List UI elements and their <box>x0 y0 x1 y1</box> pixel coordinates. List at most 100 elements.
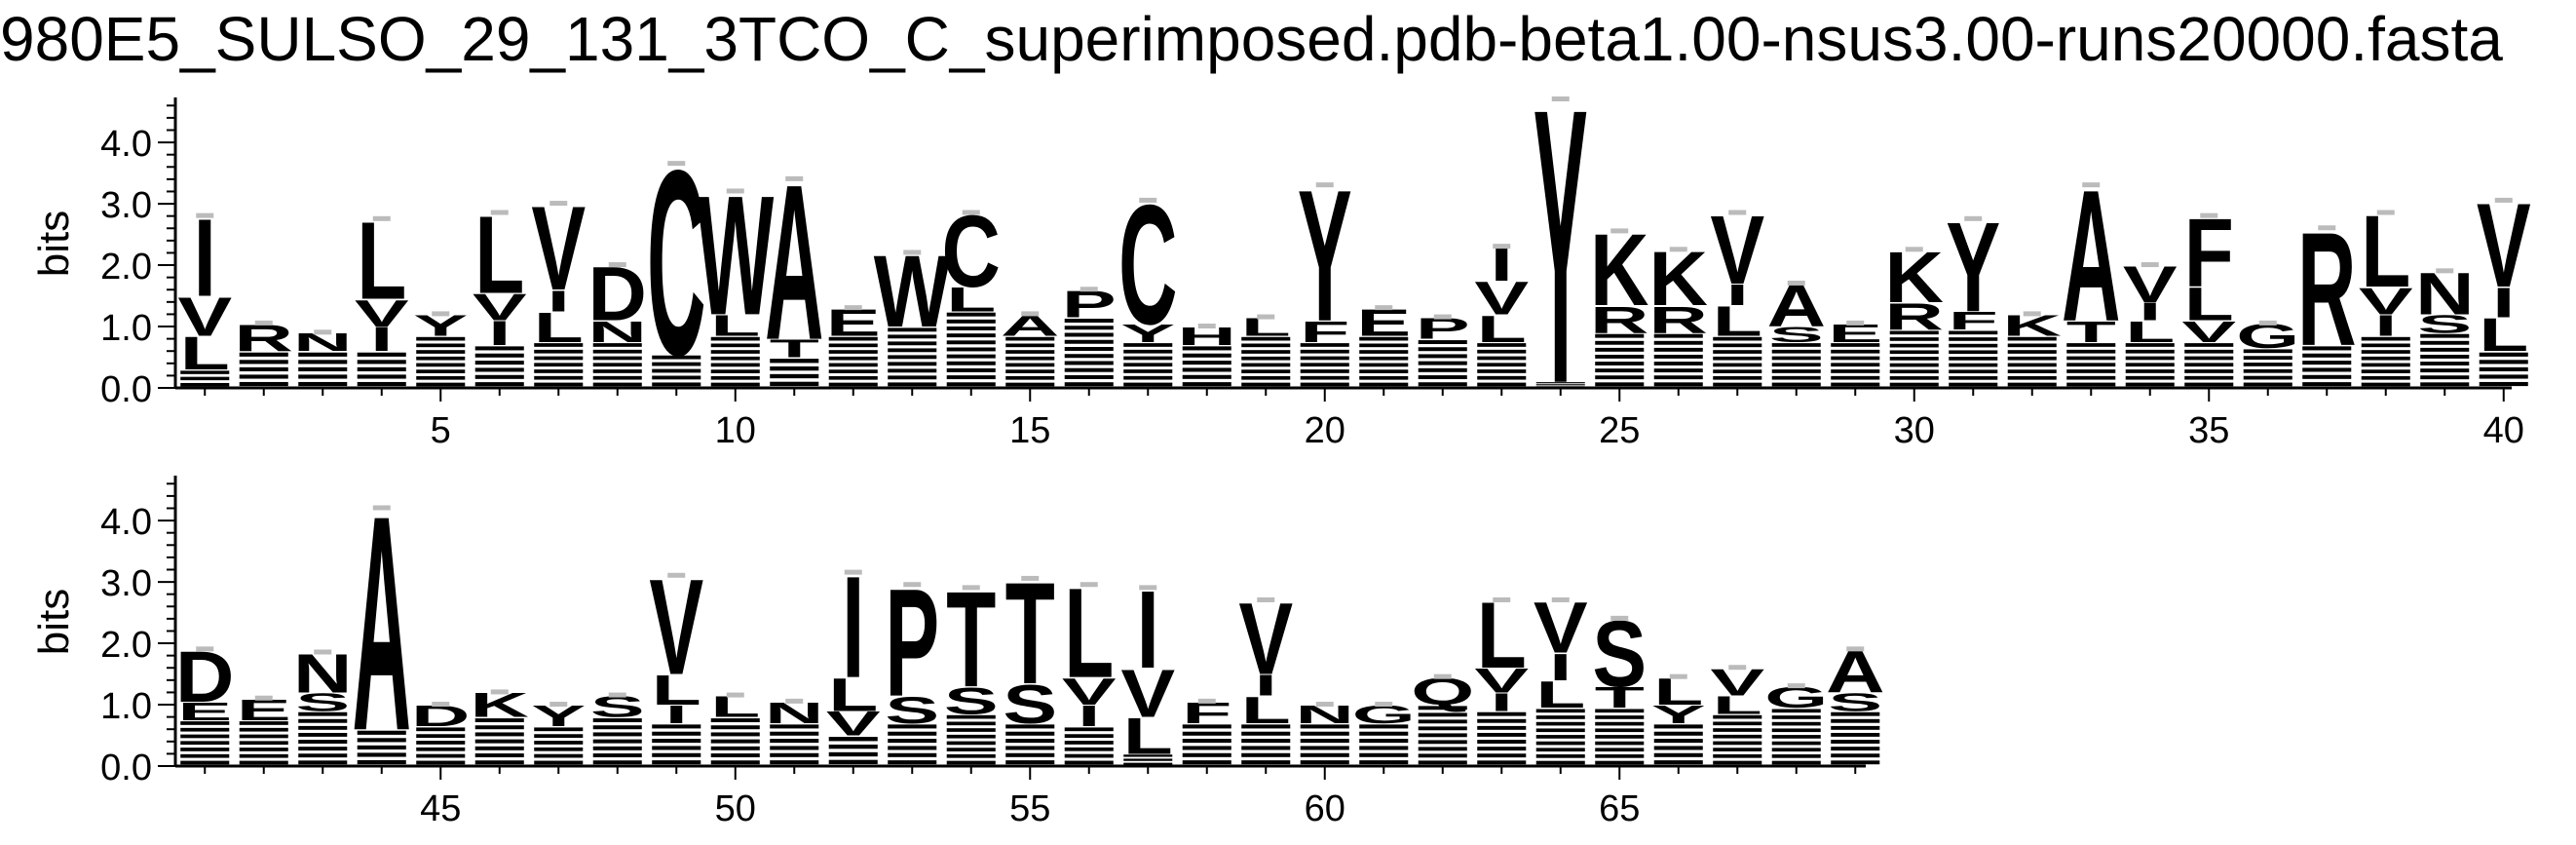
logo-minor-letter <box>2243 356 2292 361</box>
logo-column: LW <box>697 161 775 387</box>
logo-letter: F <box>1300 316 1349 349</box>
logo-minor-letter <box>474 353 524 358</box>
logo-minor-letter <box>1005 752 1055 757</box>
error-bar <box>1197 324 1216 329</box>
error-bar <box>2436 268 2454 274</box>
logo-minor-letter <box>2479 360 2528 365</box>
logo-minor-letter <box>828 356 878 361</box>
logo-minor-letter <box>1123 356 1173 361</box>
logo-minor-letter <box>1771 382 1821 387</box>
logo-column: SN <box>2415 260 2474 387</box>
logo-minor-letter <box>2125 349 2175 354</box>
logo-minor-letter <box>1831 725 1880 730</box>
logo-minor-letter <box>1241 731 1291 736</box>
x-tick-label: 60 <box>1305 788 1345 829</box>
logo-minor-letter <box>1653 375 1703 380</box>
logo-minor-letter <box>652 724 701 729</box>
logo-minor-letter <box>1653 739 1703 744</box>
y-tick-label: 2.0 <box>100 247 152 288</box>
logo-column: L <box>1241 313 1291 387</box>
logo-minor-letter <box>1005 369 1055 373</box>
logo-minor-letter <box>1477 382 1527 387</box>
logo-letter: L <box>534 304 584 352</box>
logo-minor-letter <box>2125 382 2175 387</box>
logo-column: FY <box>1946 196 2000 387</box>
logo-column: E <box>826 301 881 387</box>
logo-minor-letter <box>1949 337 1998 341</box>
logo-minor-letter <box>2479 352 2528 357</box>
logo-column: VLI <box>826 546 881 765</box>
logo-minor-letter <box>1949 382 1998 387</box>
logo-column: K <box>471 686 529 765</box>
logo-minor-letter <box>239 741 288 746</box>
logo-minor-letter <box>416 375 466 380</box>
logo-minor-letter <box>2007 356 2057 361</box>
logo-minor-letter <box>2243 349 2292 354</box>
logo-column: Y <box>413 309 468 387</box>
logo-minor-letter <box>2420 333 2470 338</box>
logo-minor-letter <box>2125 369 2175 373</box>
logo-minor-letter <box>1064 319 1114 324</box>
logo-minor-letter <box>710 753 760 758</box>
logo-letter: N <box>588 316 647 349</box>
y-tick-label: 3.0 <box>100 563 152 604</box>
error-bar <box>1375 305 1393 311</box>
logo-minor-letter <box>1713 350 1762 354</box>
logo-minor-letter <box>888 341 937 346</box>
y-tick-label: 1.0 <box>100 308 152 349</box>
error-bar <box>1964 215 1983 221</box>
logo-minor-letter <box>770 359 819 364</box>
logo-minor-letter <box>710 760 760 765</box>
logo-minor-letter <box>592 375 642 380</box>
error-bar <box>1197 698 1216 704</box>
logo-minor-letter <box>1418 375 1467 380</box>
logo-minor-letter <box>1831 732 1880 737</box>
logo-minor-letter <box>1241 375 1291 380</box>
logo-minor-letter <box>2361 363 2410 367</box>
y-tick-label: 4.0 <box>100 502 152 543</box>
error-bar <box>608 262 626 268</box>
logo-minor-letter <box>298 732 348 737</box>
logo-letter: V <box>1062 670 1117 712</box>
logo-minor-letter <box>1300 363 1349 367</box>
logo-minor-letter <box>2066 382 2116 387</box>
chart-title: 980E5_SULSO_29_131_3TCO_C_superimposed.p… <box>0 4 2503 74</box>
logo-minor-letter <box>1064 734 1114 739</box>
x-tick-label: 10 <box>715 410 756 451</box>
logo-minor-letter <box>180 753 230 758</box>
logo-minor-letter <box>592 732 642 737</box>
logo-letter: V <box>1474 662 1529 700</box>
logo-minor-letter <box>770 760 819 765</box>
y-tick-label: 4.0 <box>100 124 152 165</box>
logo-letter: I <box>194 197 216 320</box>
logo-minor-letter <box>1713 375 1762 380</box>
logo-minor-letter <box>888 355 937 360</box>
logo-minor-letter <box>2125 375 2175 380</box>
logo-minor-letter <box>357 381 406 387</box>
logo-minor-letter <box>2184 375 2234 380</box>
logo-minor-letter <box>2007 336 2057 341</box>
error-bar <box>1080 582 1098 588</box>
x-tick-label: 25 <box>1599 410 1640 451</box>
logo-minor-letter <box>1359 369 1409 373</box>
logo-minor-letter <box>1300 731 1349 736</box>
logo-minor-letter <box>770 373 819 379</box>
error-bar <box>1669 247 1687 252</box>
logo-minor-letter <box>1595 375 1645 380</box>
logo-minor-letter <box>416 363 466 367</box>
logo-minor-letter <box>239 753 288 758</box>
logo-minor-letter <box>416 336 466 341</box>
logo-minor-letter <box>1535 754 1585 758</box>
logo-column: IVL <box>355 200 409 387</box>
logo-column: RK <box>1885 236 1944 387</box>
logo-minor-letter <box>1535 728 1585 733</box>
logo-column: TA <box>2062 152 2120 387</box>
logo-minor-letter <box>2420 368 2470 373</box>
logo-minor-letter <box>592 343 642 347</box>
logo-minor-letter <box>1713 748 1762 751</box>
logo-column: L <box>710 690 760 765</box>
logo-column: ND <box>588 251 647 387</box>
logo-letter: T <box>770 334 819 363</box>
logo-minor-letter <box>710 363 760 367</box>
logo-minor-letter <box>946 741 996 746</box>
